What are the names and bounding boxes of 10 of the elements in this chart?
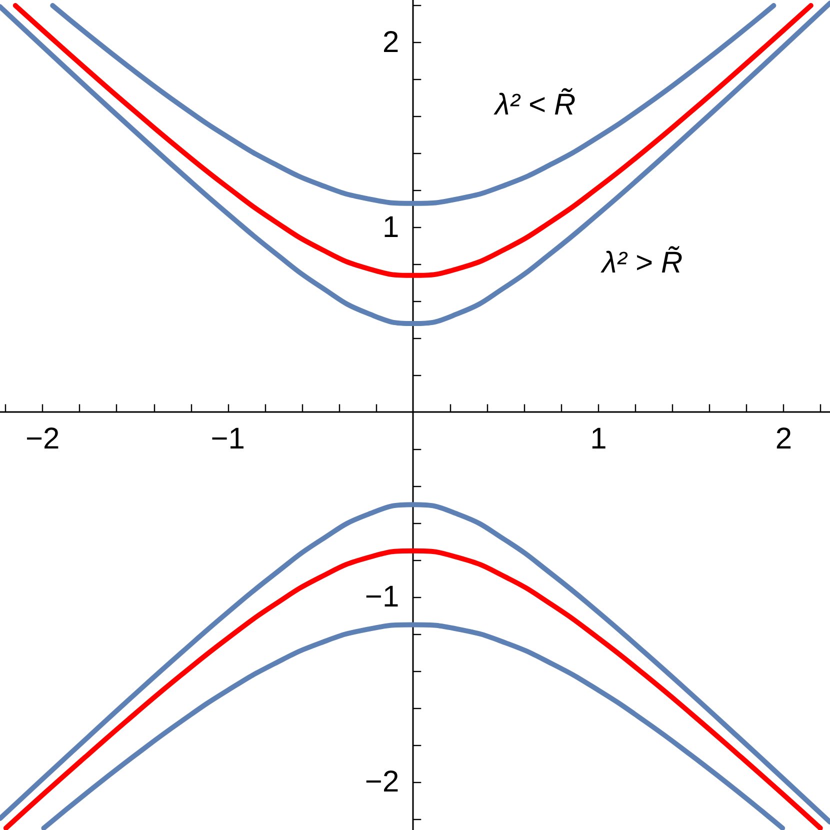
x-tick-label: 1 (590, 422, 607, 456)
x-tick-label: 2 (775, 422, 792, 456)
annotation: λ² > R̃ (600, 246, 683, 280)
y-tick-label: −1 (364, 580, 400, 614)
annotation: λ² < R̃ (493, 88, 576, 122)
y-tick-label: −2 (364, 765, 400, 798)
x-tick-label: −2 (26, 422, 60, 456)
x-tick-label: −1 (210, 422, 245, 456)
y-tick-label: 2 (382, 26, 400, 60)
y-tick-label: 1 (382, 210, 400, 244)
